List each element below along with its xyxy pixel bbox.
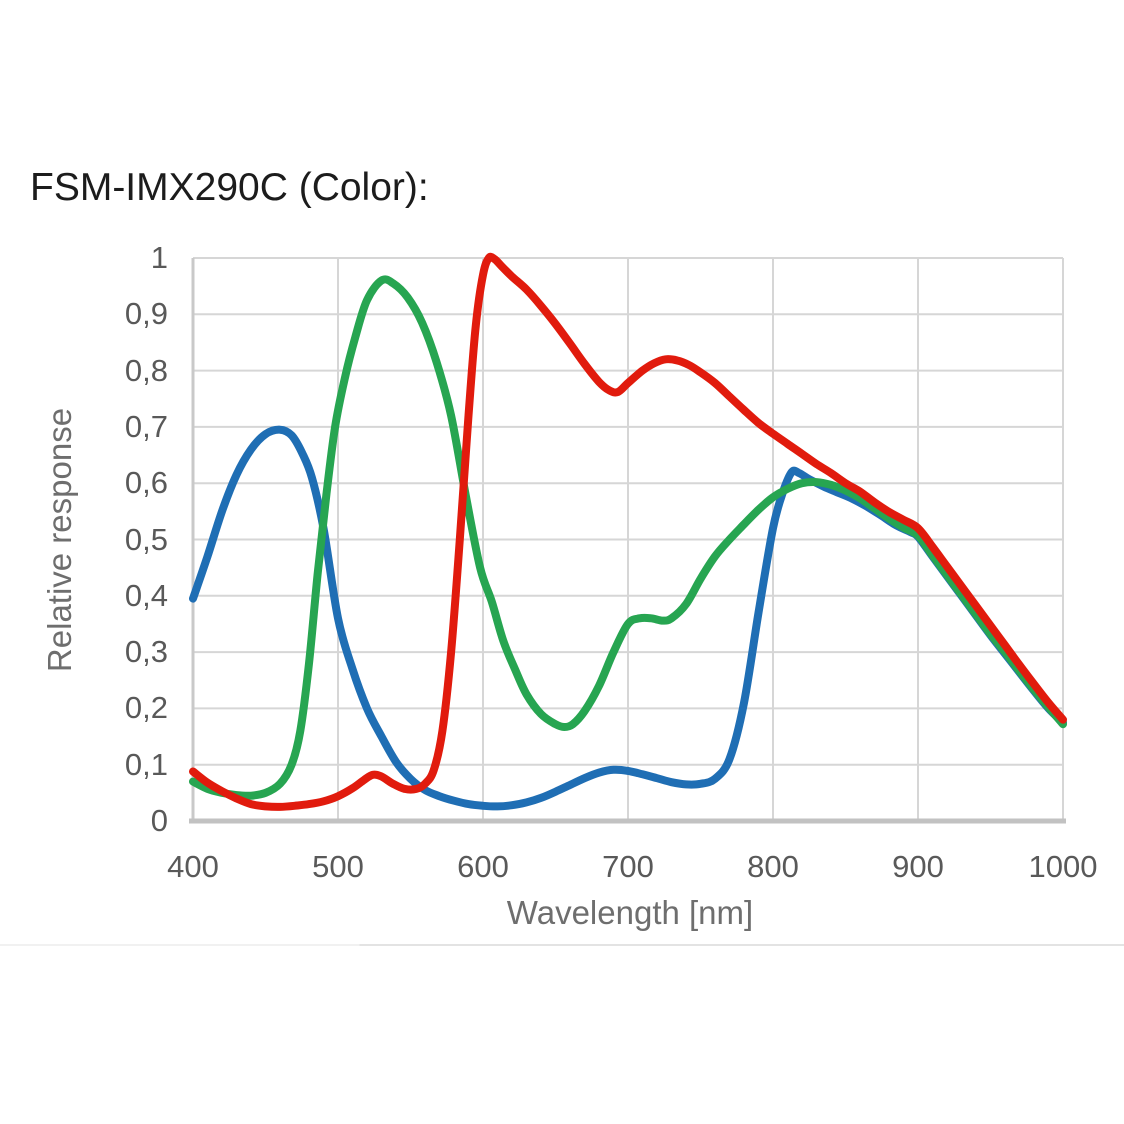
x-tick-label: 900 (892, 849, 944, 884)
red-channel-curve (189, 252, 1067, 811)
x-tick-label: 700 (602, 849, 654, 884)
x-axis-title: Wavelength [nm] (506, 894, 754, 931)
y-tick-label: 0,6 (124, 465, 168, 501)
y-tick-label: 1 (150, 240, 168, 275)
y-tick-label: 0,1 (124, 746, 168, 782)
y-tick-label: 0,8 (124, 352, 168, 388)
y-tick-label: 0,9 (124, 296, 168, 332)
green-channel-curve (189, 275, 1067, 800)
y-tick-label: 0,4 (124, 577, 168, 613)
x-tick-label: 500 (312, 849, 364, 884)
y-tick-label: 0,7 (124, 408, 168, 444)
y-tick-label: 0 (150, 803, 168, 838)
x-tick-label: 600 (457, 849, 509, 884)
x-tick-label: 800 (747, 849, 799, 884)
chart-title: FSM-IMX290C (Color): (30, 166, 429, 209)
y-tick-label: 0,5 (124, 521, 168, 557)
y-tick-label: 0,2 (124, 690, 168, 726)
y-tick-label: 0,3 (124, 634, 168, 670)
x-tick-label: 400 (167, 849, 219, 884)
page-divider-line (0, 944, 1124, 946)
x-tick-label: 1000 (1028, 849, 1098, 884)
